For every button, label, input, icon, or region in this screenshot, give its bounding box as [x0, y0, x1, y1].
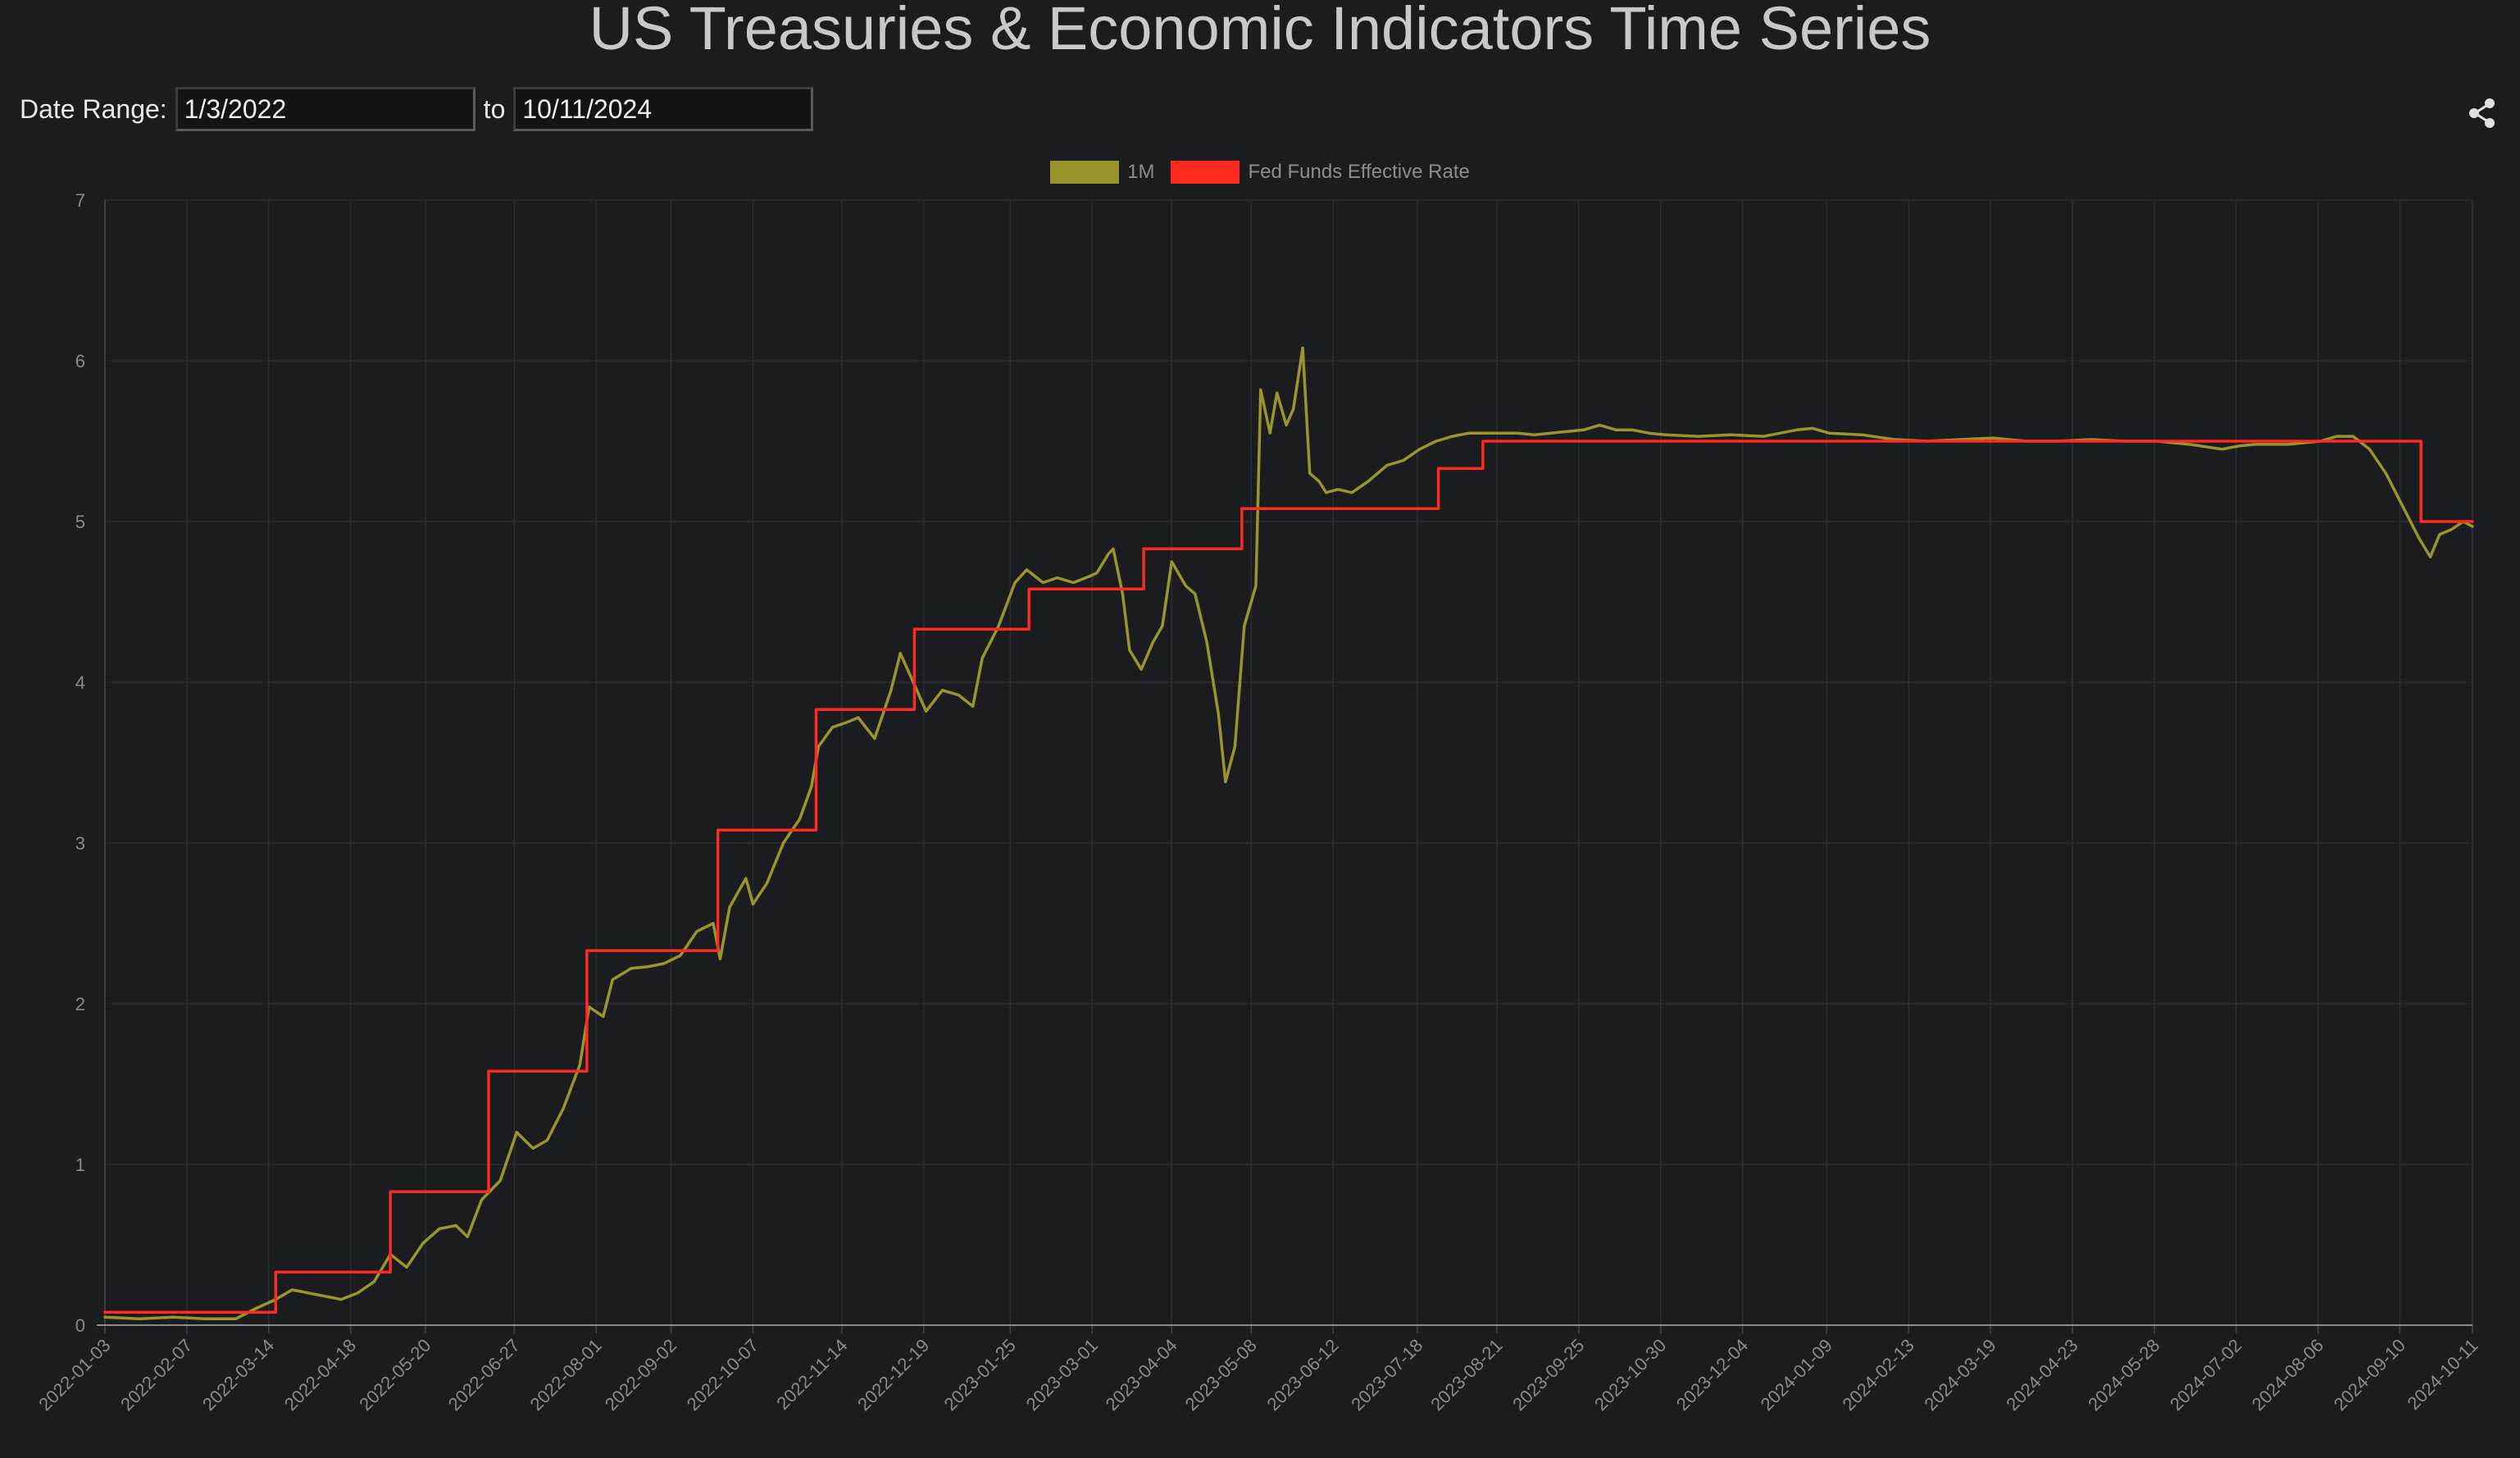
x-tick-label: 2024-09-10 [2330, 1335, 2409, 1415]
x-tick-label: 2022-06-27 [444, 1335, 524, 1415]
start-date-input[interactable] [175, 87, 475, 131]
x-tick-label: 2023-09-25 [1508, 1335, 1588, 1415]
legend-item-fed-funds[interactable]: Fed Funds Effective Rate [1171, 161, 1470, 184]
legend-label-1m: 1M [1127, 161, 1155, 183]
series-line-1m [103, 346, 2474, 1320]
x-tick-label: 2024-08-06 [2248, 1335, 2327, 1415]
x-tick-label: 2022-05-20 [355, 1335, 434, 1415]
y-tick-label: 2 [75, 994, 85, 1014]
to-label: to [483, 93, 506, 124]
x-tick-label: 2022-11-14 [772, 1335, 851, 1414]
x-tick-label: 2022-08-01 [526, 1335, 606, 1415]
x-tick-label: 2023-07-18 [1347, 1335, 1426, 1415]
x-tick-label: 2023-05-08 [1181, 1335, 1261, 1415]
page-title: US Treasuries & Economic Indicators Time… [589, 0, 1931, 62]
date-range-label: Date Range: [20, 93, 167, 124]
y-tick-label: 7 [75, 190, 85, 211]
y-tick-label: 0 [75, 1315, 85, 1336]
x-tick-label: 2022-09-02 [601, 1335, 680, 1415]
share-button[interactable] [2464, 95, 2500, 131]
x-tick-label: 2022-01-03 [34, 1335, 114, 1415]
x-tick-label: 2022-04-18 [280, 1335, 360, 1415]
share-icon [2469, 98, 2495, 128]
end-date-input[interactable] [513, 87, 814, 131]
y-tick-label: 4 [75, 672, 85, 693]
y-tick-label: 1 [75, 1155, 85, 1175]
x-tick-label: 2024-10-11 [2403, 1335, 2481, 1414]
legend-label-fed-funds: Fed Funds Effective Rate [1248, 161, 1470, 183]
y-tick-label: 6 [75, 351, 85, 371]
y-tick-label: 3 [75, 833, 85, 854]
x-tick-label: 2024-07-02 [2166, 1335, 2245, 1415]
legend-item-1m[interactable]: 1M [1050, 161, 1154, 184]
chart-legend: 1M Fed Funds Effective Rate [0, 161, 2520, 184]
date-range-controls: Date Range: to [20, 85, 814, 133]
x-tick-label: 2024-03-19 [1920, 1335, 1999, 1415]
x-tick-label: 2022-10-07 [683, 1335, 762, 1415]
x-tick-label: 2023-04-04 [1102, 1335, 1181, 1415]
x-tick-label: 2024-01-09 [1757, 1335, 1836, 1415]
x-tick-label: 2023-03-01 [1022, 1335, 1102, 1415]
x-tick-label: 2023-10-30 [1590, 1335, 1670, 1415]
x-tick-label: 2023-12-04 [1672, 1335, 1752, 1415]
legend-swatch-1m [1050, 161, 1120, 184]
x-tick-label: 2023-06-12 [1262, 1335, 1342, 1415]
x-tick-label: 2023-01-25 [940, 1335, 1020, 1415]
y-tick-label: 5 [75, 512, 85, 532]
x-tick-label: 2024-04-23 [2002, 1335, 2081, 1415]
legend-swatch-fed-funds [1171, 161, 1240, 184]
x-tick-label: 2022-02-07 [116, 1335, 196, 1415]
x-tick-label: 2022-12-19 [853, 1335, 933, 1415]
x-tick-label: 2023-08-21 [1426, 1335, 1506, 1415]
series-line-fed-funds-effective-rate [103, 440, 2474, 1314]
x-tick-label: 2022-03-14 [198, 1335, 278, 1415]
x-tick-label: 2024-05-28 [2084, 1335, 2163, 1415]
x-tick-label: 2024-02-13 [1839, 1335, 1918, 1415]
